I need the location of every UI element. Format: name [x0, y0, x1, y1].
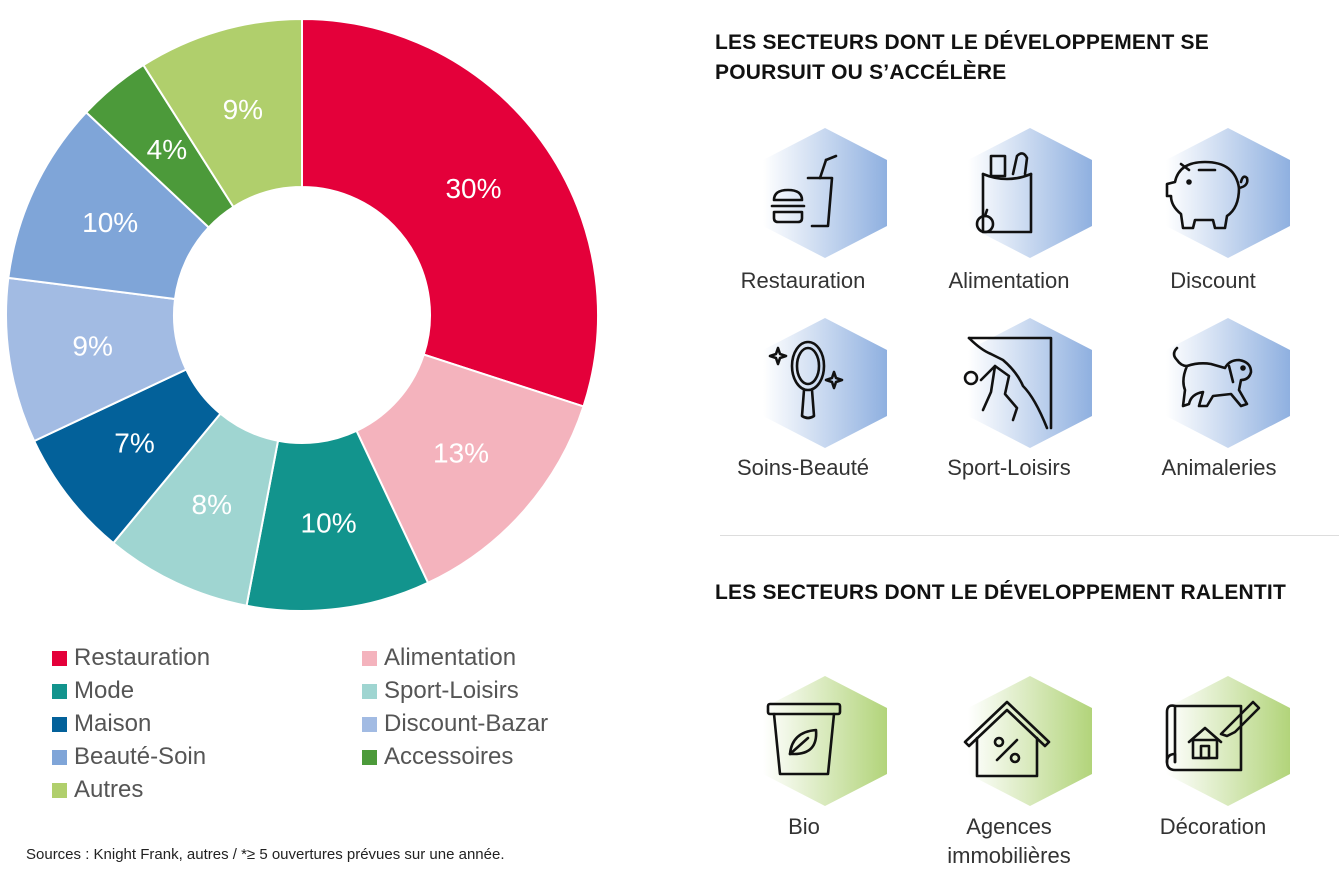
legend-swatch — [362, 749, 377, 765]
heading-accelerating: LES SECTEURS DONT LE DÉVELOPPEMENT SE PO… — [715, 28, 1209, 88]
blueprint-icon — [1165, 700, 1261, 772]
sector-decoration: Décoration — [1160, 676, 1339, 876]
sector-label: Soins-Beauté — [736, 455, 870, 480]
legend-swatch — [52, 782, 67, 798]
hexagon-blue — [1166, 128, 1290, 258]
sector-animaleries: Animaleries — [1162, 318, 1339, 518]
sector-label-agences: Agences immobilières — [899, 812, 1119, 870]
sector-label: Restauration — [740, 268, 866, 293]
donut-slice-label: 9% — [223, 94, 263, 125]
mirror-icon — [768, 340, 844, 420]
hexagon-blue — [763, 128, 887, 258]
legend-label: Mode — [74, 677, 135, 704]
legend-swatch — [52, 650, 67, 666]
legend-item: Discount-Bazar — [362, 710, 548, 738]
sector-label-line2: immobilières — [947, 843, 1071, 868]
legend-item: Accessoires — [362, 743, 513, 771]
legend-swatch — [52, 683, 67, 699]
donut-slice-alimentation — [355, 353, 585, 585]
sector-label: Animaleries — [1161, 455, 1277, 480]
sector-label: Décoration — [1159, 814, 1267, 839]
legend-label: Sport-Loisirs — [384, 677, 519, 704]
sector-alimentation: Alimentation — [948, 128, 1165, 328]
sector-label: Bio — [788, 814, 820, 839]
legend-swatch — [52, 749, 67, 765]
sector-label-line1: Agences — [966, 814, 1052, 839]
hexagon-blue — [1166, 318, 1290, 448]
sector-label: Discount — [1170, 268, 1256, 293]
legend-label: Accessoires — [384, 743, 514, 770]
donut-slice-label: 9% — [72, 331, 112, 362]
legend-item: Alimentation — [362, 644, 516, 672]
house-percent-icon — [963, 700, 1051, 778]
legend-label: Discount-Bazar — [384, 710, 549, 737]
legend-item: Mode — [52, 677, 134, 705]
organic-bin-icon — [766, 702, 842, 776]
dog-icon — [1172, 346, 1253, 408]
donut-slice-label: 4% — [147, 134, 187, 165]
legend-label: Autres — [74, 776, 144, 803]
sector-sport-loisirs: Sport-Loisirs — [947, 318, 1165, 518]
donut-slice-label: 30% — [445, 173, 501, 204]
source-note: Sources : Knight Frank, autres / *≥ 5 ou… — [26, 846, 505, 863]
sector-discount: Discount — [1163, 128, 1339, 328]
legend-label: Maison — [74, 710, 152, 737]
legend-label: Restauration — [74, 644, 211, 671]
legend-swatch — [52, 716, 67, 732]
sector-restauration: Restauration — [741, 128, 960, 328]
donut-slice-label: 7% — [114, 427, 154, 458]
hexagon-blue — [968, 318, 1092, 448]
donut-slice-restauration — [301, 17, 599, 408]
legend-label: Alimentation — [384, 644, 517, 671]
legend-item: Restauration — [52, 644, 210, 672]
legend-swatch — [362, 683, 377, 699]
donut-slice-autres — [142, 17, 303, 209]
donut-slice-labels: 30% 13% 10% 8% 7% 9% 10% 4% 9% — [72, 94, 501, 539]
legend-swatch — [362, 650, 377, 666]
donut-slice-label: 13% — [433, 438, 489, 469]
sector-agences-immobilieres: Agences immobilières — [947, 676, 1165, 876]
sector-label: Alimentation — [948, 268, 1070, 293]
legend-label: Beauté-Soin — [74, 743, 207, 770]
legend-item: Sport-Loisirs — [362, 677, 519, 705]
sector-soins-beaute: Soins-Beauté — [737, 318, 960, 518]
heading-accelerating-line1: LES SECTEURS DONT LE DÉVELOPPEMENT SE — [715, 31, 1209, 54]
donut-chart: 30% 13% 10% 8% 7% 9% 10% 4% 9% — [5, 17, 599, 612]
donut-slice-label: 10% — [82, 207, 138, 238]
climbing-icon — [963, 336, 1053, 430]
sector-bio: Bio — [760, 676, 960, 876]
section-divider — [720, 535, 1339, 536]
donut-slice-label: 10% — [301, 508, 357, 539]
piggy-bank-icon — [1165, 160, 1249, 230]
sector-label: Sport-Loisirs — [947, 455, 1071, 480]
hexagon-blue — [763, 318, 887, 448]
heading-slowing: LES SECTEURS DONT LE DÉVELOPPEMENT RALEN… — [715, 581, 1286, 604]
legend-item: Beauté-Soin — [52, 743, 206, 771]
legend-item: Maison — [52, 710, 151, 738]
grocery-bag-icon — [975, 152, 1033, 234]
legend-swatch — [362, 716, 377, 732]
legend-item: Autres — [52, 776, 143, 804]
heading-accelerating-line2: POURSUIT OU S’ACCÉLÈRE — [715, 61, 1007, 84]
donut-slices — [5, 17, 599, 612]
donut-slice-label: 8% — [192, 489, 232, 520]
burger-drink-icon — [770, 154, 838, 228]
